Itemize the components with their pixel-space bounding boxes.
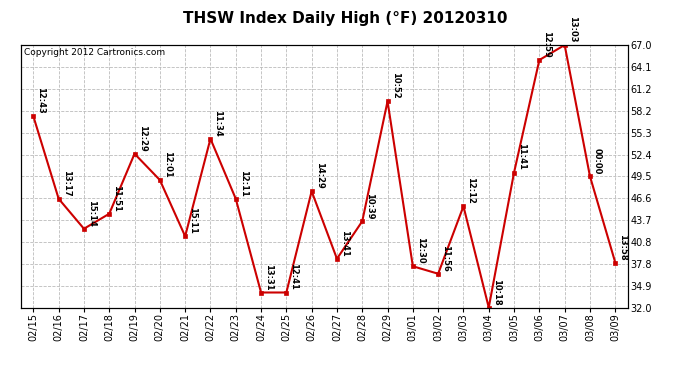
Text: 13:58: 13:58 [618,234,627,260]
Text: 12:29: 12:29 [137,125,146,152]
Text: 13:41: 13:41 [340,230,349,256]
Text: 11:51: 11:51 [112,184,121,211]
Text: 11:56: 11:56 [441,244,450,272]
Text: 13:17: 13:17 [61,170,70,196]
Text: 11:34: 11:34 [213,110,222,136]
Text: THSW Index Daily High (°F) 20120310: THSW Index Daily High (°F) 20120310 [183,11,507,26]
Text: 10:52: 10:52 [391,72,400,99]
Text: 14:29: 14:29 [315,162,324,189]
Text: 13:31: 13:31 [264,264,273,290]
Text: 12:41: 12:41 [289,263,298,290]
Text: 10:39: 10:39 [365,192,374,219]
Text: 12:59: 12:59 [542,31,551,58]
Text: 12:30: 12:30 [416,237,425,264]
Text: 15:14: 15:14 [87,200,96,226]
Text: 10:18: 10:18 [492,279,501,305]
Text: 13:03: 13:03 [568,16,577,43]
Text: 12:01: 12:01 [163,151,172,178]
Text: 11:41: 11:41 [517,143,526,170]
Text: 12:12: 12:12 [466,177,475,204]
Text: 12:43: 12:43 [37,87,46,114]
Text: 00:00: 00:00 [593,148,602,174]
Text: 15:11: 15:11 [188,207,197,234]
Text: 12:11: 12:11 [239,170,248,196]
Text: Copyright 2012 Cartronics.com: Copyright 2012 Cartronics.com [23,48,165,57]
